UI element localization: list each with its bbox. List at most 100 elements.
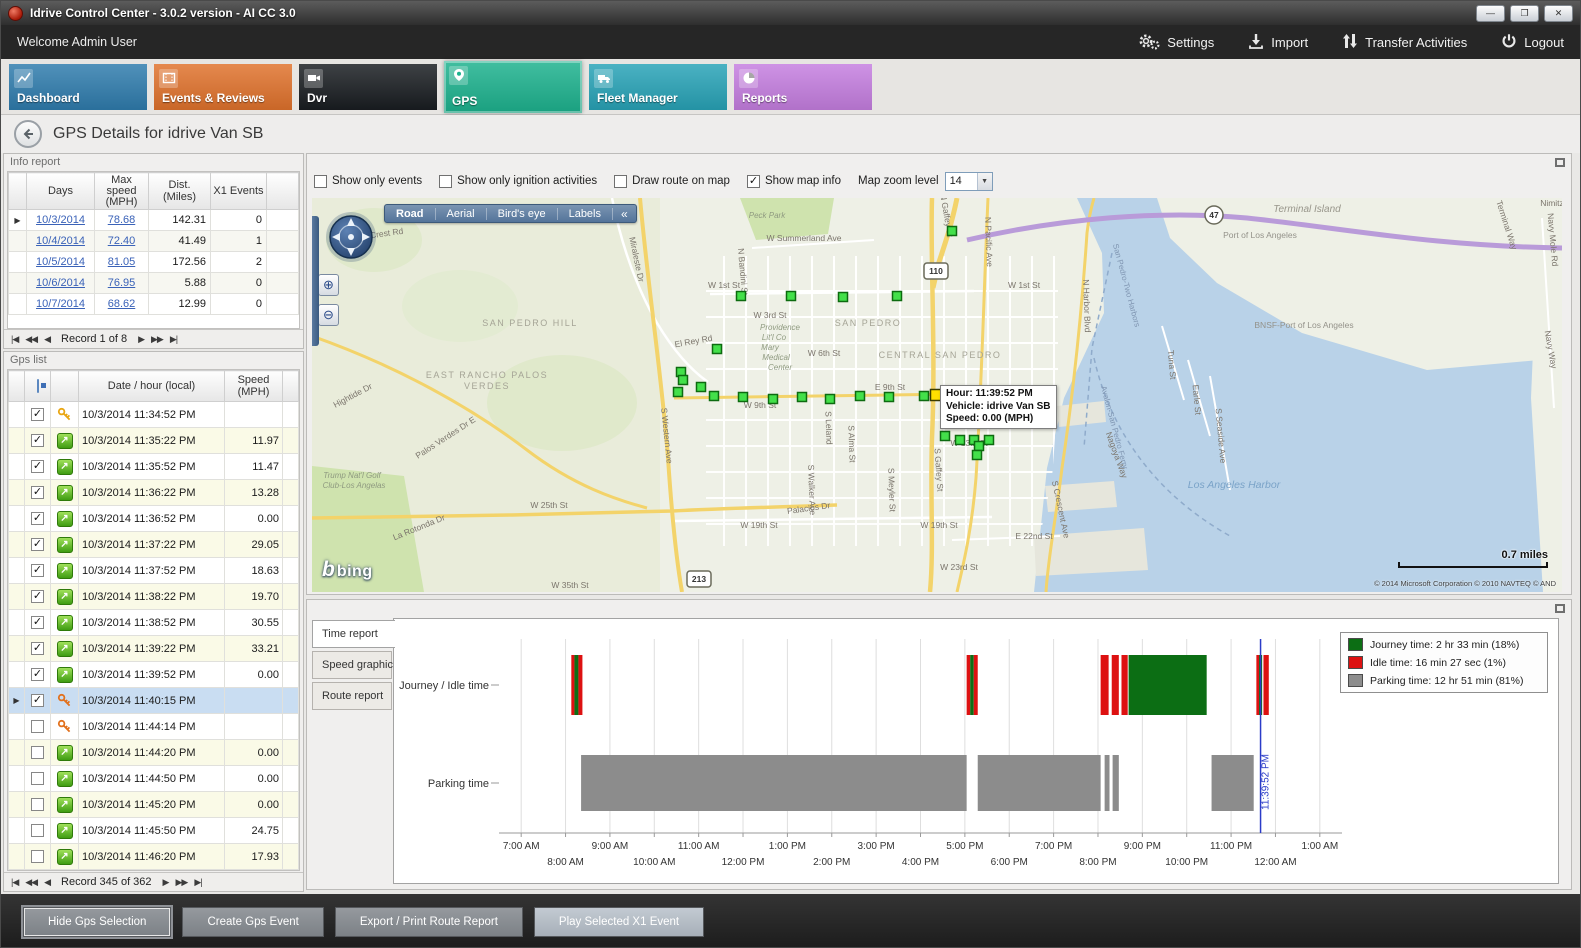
day-link[interactable]: 10/5/2014 [26, 251, 95, 273]
map-compass-control[interactable] [324, 210, 378, 269]
gps-list-row[interactable]: ✓ ↗ 10/3/2014 11:36:22 PM 13.28 [8, 479, 299, 506]
gps-col-speed[interactable]: Speed (MPH) [224, 370, 283, 402]
tab-fleet-manager[interactable]: Fleet Manager [589, 63, 727, 110]
gps-list-row[interactable]: ✓ ↗ 10/3/2014 11:39:52 PM 0.00 [8, 661, 299, 688]
gps-marker[interactable] [737, 391, 749, 403]
gps-marker[interactable] [918, 390, 930, 402]
logout-button[interactable]: Logout [1501, 33, 1564, 52]
gps-row-checkbox[interactable] [31, 746, 44, 759]
gps-marker[interactable] [672, 386, 684, 398]
minimize-button[interactable]: — [1476, 4, 1505, 22]
gps-list-row[interactable]: ↗ 10/3/2014 11:46:20 PM 17.93 [8, 843, 299, 870]
gps-marker[interactable] [695, 381, 707, 393]
gps-marker[interactable] [837, 291, 849, 303]
gps-list-row[interactable]: ▶ ✓ 10/3/2014 11:40:15 PM [8, 687, 299, 714]
pager-last-icon[interactable]: ▶| [194, 876, 202, 887]
max-speed-link[interactable]: 78.68 [94, 209, 149, 231]
gps-row-checkbox[interactable] [31, 850, 44, 863]
maximize-panel-icon[interactable] [1555, 158, 1565, 167]
hide-gps-selection-button[interactable]: Hide Gps Selection [23, 906, 172, 937]
max-speed-link[interactable]: 72.40 [94, 230, 149, 252]
map-view-labels[interactable]: Labels [558, 207, 613, 220]
gps-marker[interactable] [711, 343, 723, 355]
gps-row-checkbox[interactable]: ✓ [31, 616, 44, 629]
maximize-panel-icon[interactable] [1555, 604, 1565, 613]
gps-marker[interactable] [891, 290, 903, 302]
gps-list-row[interactable]: ✓ ↗ 10/3/2014 11:37:52 PM 18.63 [8, 557, 299, 584]
tab-reports[interactable]: Reports [734, 63, 872, 110]
pager-prev-page-icon[interactable]: ◀◀ [25, 876, 38, 887]
gps-row-checkbox[interactable] [31, 772, 44, 785]
gps-marker[interactable] [677, 374, 689, 386]
info-col-dist[interactable]: Dist. (Miles) [148, 172, 211, 210]
gps-marker[interactable] [854, 390, 866, 402]
gps-row-checkbox[interactable]: ✓ [31, 668, 44, 681]
gps-list-row[interactable]: ✓ ↗ 10/3/2014 11:35:22 PM 11.97 [8, 427, 299, 454]
map-view-aerial[interactable]: Aerial [436, 207, 487, 220]
pager-prev-icon[interactable]: ◀ [44, 876, 51, 887]
gps-row-checkbox[interactable]: ✓ [31, 694, 44, 707]
gps-list-row[interactable]: ✓ ↗ 10/3/2014 11:38:52 PM 30.55 [8, 609, 299, 636]
tab-dvr[interactable]: Dvr [299, 63, 437, 110]
pager-first-icon[interactable]: |◀ [11, 333, 19, 344]
gps-row-checkbox[interactable] [31, 720, 44, 733]
max-speed-link[interactable]: 76.95 [94, 272, 149, 294]
max-speed-link[interactable]: 68.62 [94, 293, 149, 315]
transfer-activities-button[interactable]: Transfer Activities [1342, 33, 1467, 52]
create-gps-event-button[interactable]: Create Gps Event [182, 906, 324, 937]
day-link[interactable]: 10/3/2014 [26, 209, 95, 231]
gps-list-row[interactable]: ✓ ↗ 10/3/2014 11:37:22 PM 29.05 [8, 531, 299, 558]
gps-row-checkbox[interactable]: ✓ [31, 590, 44, 603]
gps-row-checkbox[interactable]: ✓ [31, 564, 44, 577]
settings-button[interactable]: Settings [1138, 32, 1214, 53]
day-link[interactable]: 10/4/2014 [26, 230, 95, 252]
show-only-ignition-checkbox[interactable]: Show only ignition activities [439, 174, 597, 188]
map-view-birds-eye[interactable]: Bird's eye [487, 207, 558, 220]
show-map-info-checkbox[interactable]: ✓ Show map info [746, 174, 841, 188]
day-link[interactable]: 10/6/2014 [26, 272, 95, 294]
play-selected-x1-event-button[interactable]: Play Selected X1 Event [533, 906, 705, 937]
gps-list-row[interactable]: ↗ 10/3/2014 11:45:20 PM 0.00 [8, 791, 299, 818]
bing-logo[interactable]: b bing [322, 558, 373, 581]
info-report-row[interactable]: 10/6/2014 76.95 5.88 0 [8, 272, 299, 294]
tab-speed-graphic[interactable]: Speed graphic [312, 651, 393, 679]
info-col-max-speed[interactable]: Max speed (MPH) [94, 172, 149, 210]
info-report-row[interactable]: 10/7/2014 68.62 12.99 0 [8, 293, 299, 315]
gps-marker[interactable] [708, 390, 720, 402]
gps-list-row[interactable]: 10/3/2014 11:44:14 PM [8, 713, 299, 740]
max-speed-link[interactable]: 81.05 [94, 251, 149, 273]
pager-next-page-icon[interactable]: ▶▶ [151, 333, 164, 344]
map-view-road[interactable]: Road [385, 207, 436, 220]
map-canvas[interactable]: Crest Rd Peck Park W Summerland Ave Mirales… [312, 198, 1562, 592]
maximize-button[interactable]: ❐ [1510, 4, 1539, 22]
tab-time-report[interactable]: Time report [312, 620, 395, 648]
gps-list-row[interactable]: ↗ 10/3/2014 11:44:20 PM 0.00 [8, 739, 299, 766]
gps-marker[interactable] [946, 225, 958, 237]
gps-marker[interactable] [824, 393, 836, 405]
gps-marker[interactable] [785, 290, 797, 302]
gps-list-row[interactable]: ✓ ↗ 10/3/2014 11:35:52 PM 11.47 [8, 453, 299, 480]
gps-marker[interactable] [796, 391, 808, 403]
info-report-row[interactable]: ▶ 10/3/2014 78.68 142.31 0 [8, 209, 299, 231]
pager-prev-icon[interactable]: ◀ [44, 333, 51, 344]
tab-route-report[interactable]: Route report [312, 682, 392, 710]
gps-row-checkbox[interactable]: ✓ [31, 642, 44, 655]
gps-row-checkbox[interactable]: ✓ [31, 486, 44, 499]
pager-first-icon[interactable]: |◀ [11, 876, 19, 887]
gps-marker[interactable] [971, 449, 983, 461]
map-zoom-level-select[interactable]: 14 ▼ [944, 171, 993, 191]
gps-marker[interactable] [735, 290, 747, 302]
map-zoom-out-button[interactable]: ⊖ [318, 304, 339, 326]
tab-gps[interactable]: GPS [444, 60, 582, 113]
gps-row-checkbox[interactable]: ✓ [31, 434, 44, 447]
draw-route-checkbox[interactable]: Draw route on map [614, 174, 730, 188]
gps-marker[interactable] [767, 393, 779, 405]
gps-list-row[interactable]: ✓ ↗ 10/3/2014 11:39:22 PM 33.21 [8, 635, 299, 662]
back-button[interactable] [14, 120, 42, 148]
info-col-x1-events[interactable]: X1 Events [210, 172, 267, 210]
gps-row-checkbox[interactable] [31, 824, 44, 837]
gps-row-checkbox[interactable]: ✓ [31, 512, 44, 525]
close-button[interactable]: ✕ [1544, 4, 1573, 22]
collapse-chevrons-icon[interactable]: « [621, 206, 628, 221]
